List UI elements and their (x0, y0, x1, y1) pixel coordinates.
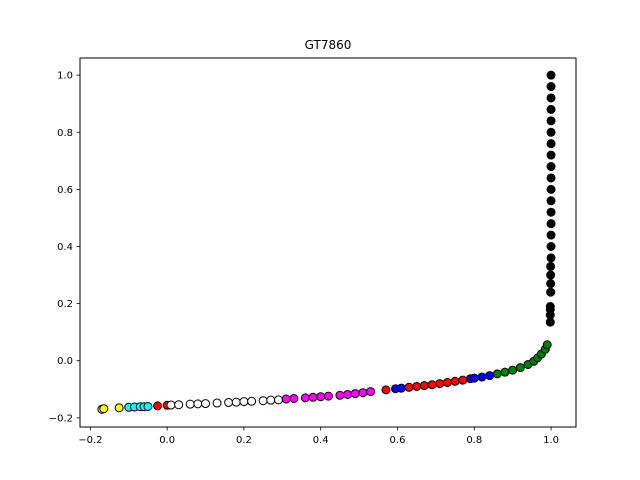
y-axis: −0.2 0.0 0.2 0.4 0.6 0.8 1.0 (49, 71, 80, 424)
y-tick-label: 1.0 (57, 71, 73, 82)
y-tick-label: 0.4 (57, 242, 73, 253)
points-layer (97, 70, 556, 414)
x-tick-label: 0.8 (466, 435, 482, 446)
data-point (546, 219, 556, 229)
data-point (358, 388, 368, 398)
data-point (545, 301, 555, 311)
data-point (239, 397, 249, 407)
data-point (419, 381, 429, 391)
data-point (508, 365, 518, 375)
data-point (542, 340, 552, 350)
x-tick-label: 1.0 (543, 435, 559, 446)
data-point (308, 392, 318, 402)
data-point (281, 394, 291, 404)
data-point (231, 397, 241, 407)
data-point (193, 399, 203, 409)
data-point (212, 398, 222, 408)
y-tick-label: 0.8 (57, 128, 73, 139)
y-tick-label: 0.6 (57, 185, 73, 196)
x-tick-label: 0.4 (313, 435, 329, 446)
data-point (350, 389, 360, 399)
data-point (546, 270, 556, 280)
data-point (546, 279, 556, 289)
data-point (201, 399, 211, 409)
data-point (99, 404, 109, 414)
data-point (546, 127, 556, 137)
data-point (166, 400, 176, 410)
data-point (381, 385, 391, 395)
data-point (546, 184, 556, 194)
data-point (546, 207, 556, 217)
data-point (546, 196, 556, 206)
y-tick-label: −0.2 (49, 413, 73, 424)
data-point (316, 392, 326, 402)
data-point (546, 104, 556, 114)
data-point (546, 162, 556, 172)
data-point (427, 380, 437, 390)
data-point (396, 383, 406, 393)
data-point (546, 93, 556, 103)
data-point (300, 393, 310, 403)
data-point (515, 363, 525, 373)
data-point (546, 261, 556, 271)
data-point (273, 395, 283, 405)
data-point (546, 70, 556, 80)
chart-title: GT7860 (305, 38, 352, 52)
data-point (404, 382, 414, 392)
data-point (247, 396, 257, 406)
data-point (366, 387, 376, 397)
data-point (185, 399, 195, 409)
x-tick-label: 0.0 (159, 435, 175, 446)
x-tick-label: −0.2 (78, 435, 102, 446)
data-point (469, 373, 479, 383)
data-point (442, 377, 452, 387)
data-point (224, 397, 234, 407)
data-point (500, 367, 510, 377)
data-point (343, 389, 353, 399)
y-tick-label: 0.0 (57, 356, 73, 367)
data-point (458, 375, 468, 385)
data-point (546, 230, 556, 240)
data-point (546, 242, 556, 251)
data-point (289, 393, 299, 403)
data-point (153, 401, 163, 411)
data-point (114, 403, 124, 413)
data-point (335, 390, 345, 400)
data-point (412, 381, 422, 391)
data-point (174, 400, 184, 410)
data-point (546, 150, 556, 160)
data-point (546, 82, 556, 92)
plot-frame (79, 57, 577, 428)
data-point (485, 371, 495, 381)
data-point (266, 395, 276, 405)
y-tick-label: 0.2 (57, 299, 73, 310)
data-point (546, 287, 556, 297)
data-point (492, 369, 502, 379)
data-point (477, 372, 487, 382)
data-point (546, 139, 556, 149)
data-point (546, 116, 556, 126)
data-point (450, 376, 460, 386)
data-point (323, 391, 333, 401)
data-point (435, 379, 445, 389)
x-tick-label: 0.2 (236, 435, 252, 446)
x-tick-label: 0.6 (390, 435, 406, 446)
data-point (546, 173, 556, 183)
data-point (143, 401, 153, 411)
x-axis: −0.2 0.0 0.2 0.4 0.6 0.8 1.0 (78, 427, 559, 446)
data-point (258, 396, 268, 406)
data-point (546, 253, 556, 263)
